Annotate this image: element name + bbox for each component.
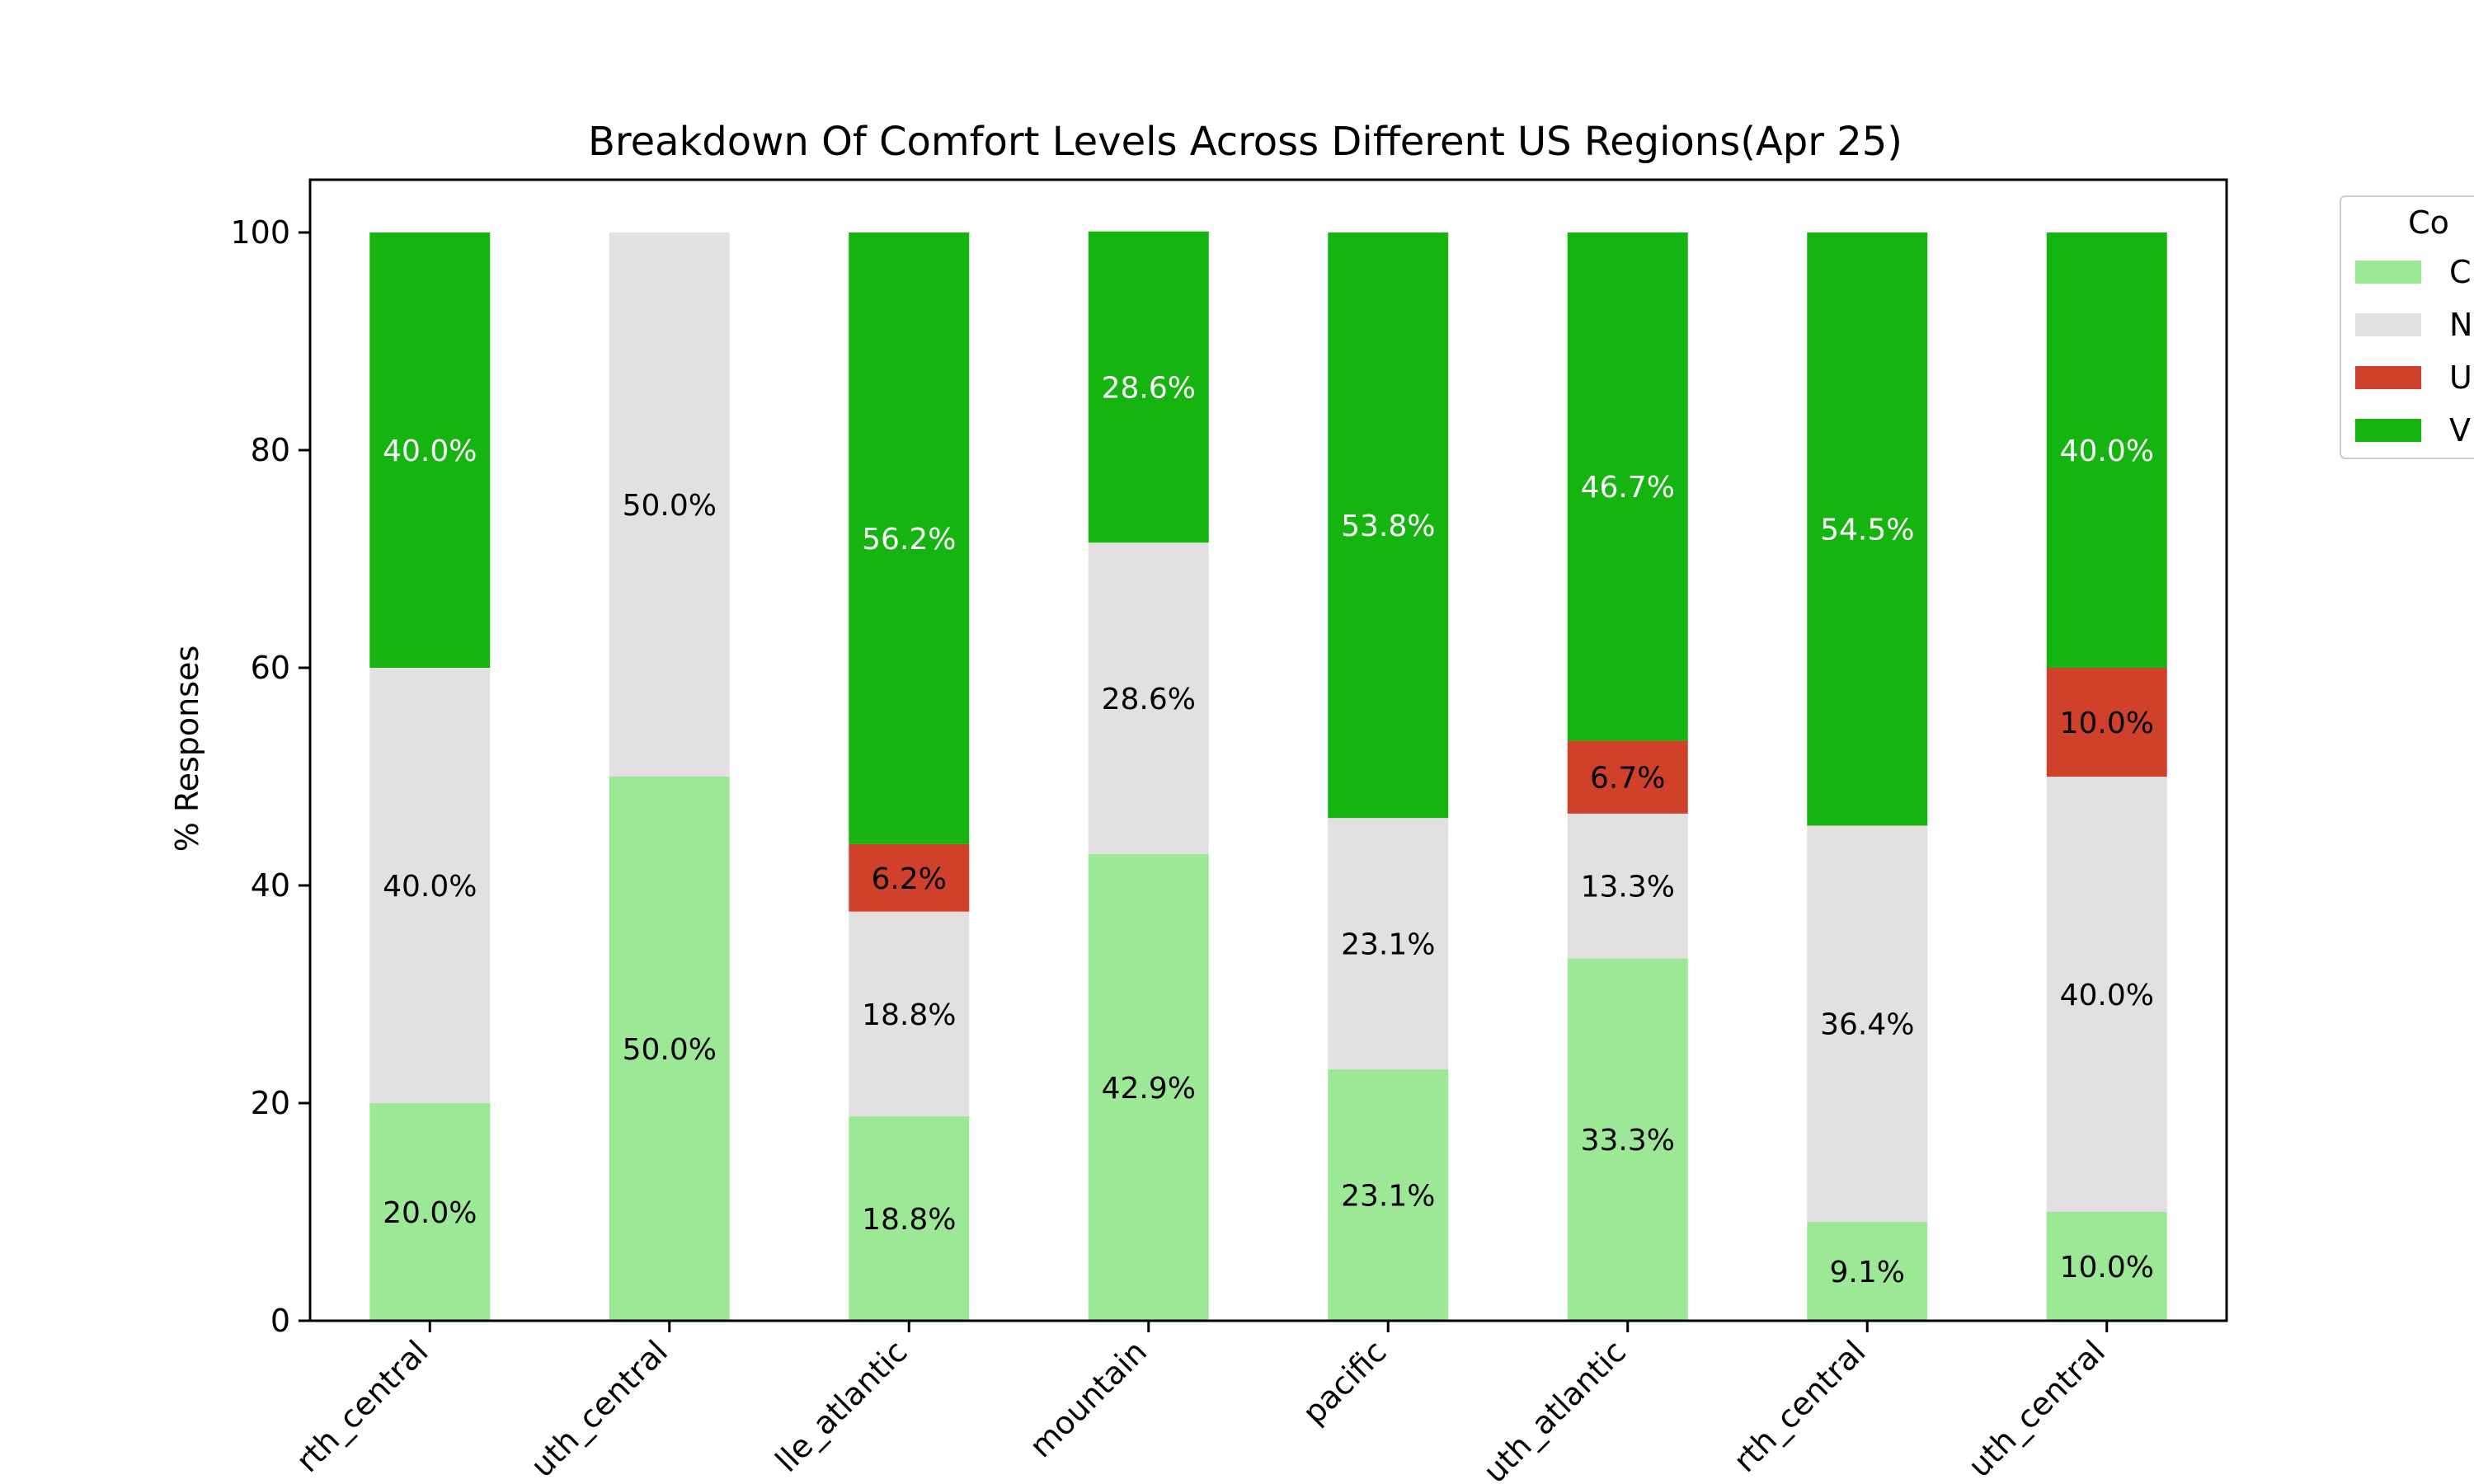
- bar-segment-label: 28.6%: [1102, 683, 1196, 716]
- x-tick-label: uth_central: [524, 1333, 675, 1484]
- y-tick-label: 0: [270, 1303, 290, 1339]
- x-tick-label: rth_central: [289, 1333, 435, 1479]
- bar-segment: [1088, 853, 1209, 1321]
- y-tick-label: 20: [251, 1085, 290, 1121]
- y-tick-label: 40: [251, 867, 290, 904]
- bar-segment: [609, 777, 730, 1321]
- x-tick-label: mountain: [1023, 1333, 1154, 1464]
- legend-entry: C: [2449, 254, 2472, 290]
- bar-segment: [1088, 542, 1209, 854]
- y-tick-label: 100: [230, 214, 290, 251]
- x-axis-ticks: rth_central uth_central lle_atlantic mounta…: [289, 1321, 2112, 1484]
- bars-layer: [369, 231, 2167, 1321]
- bar-segment: [2046, 777, 2167, 1212]
- bar-segment: [1567, 813, 1688, 959]
- bar-segment-label: 10.0%: [2060, 707, 2154, 740]
- bar-segment-label: 18.8%: [862, 998, 956, 1032]
- bar-segment: [1328, 232, 1449, 819]
- bar-segment-label: 40.0%: [2060, 434, 2154, 468]
- legend-swatch: [2355, 261, 2421, 284]
- bar-segment-label: 53.8%: [1341, 510, 1435, 543]
- bar-segment: [2046, 1212, 2167, 1321]
- bar-segment-label: 40.0%: [383, 434, 477, 468]
- legend-swatch: [2355, 313, 2421, 336]
- bar-segment: [849, 232, 970, 844]
- legend-entry: N: [2449, 307, 2472, 343]
- bar-segment-label: 56.2%: [862, 523, 956, 556]
- bar-segment: [1807, 1221, 1928, 1321]
- bar-segment: [1567, 958, 1688, 1321]
- x-tick-label: lle_atlantic: [769, 1333, 915, 1479]
- bar-segment-label: 40.0%: [2060, 979, 2154, 1012]
- bar-segment: [369, 1103, 491, 1321]
- bar-segment-label: 54.5%: [1820, 514, 1914, 547]
- bar-segment-label: 6.2%: [872, 862, 947, 896]
- bar-segment-label: 42.9%: [1102, 1072, 1196, 1106]
- bar-segment: [1807, 232, 1928, 826]
- bar-segment-label: 9.1%: [1830, 1256, 1905, 1289]
- legend-entry: V: [2449, 412, 2471, 448]
- bar-segment-label: 33.3%: [1581, 1124, 1675, 1158]
- bar-segment-label: 6.7%: [1590, 762, 1665, 796]
- bar-segment: [1088, 231, 1209, 543]
- bar-segment-label: 23.1%: [1341, 1180, 1435, 1214]
- bar-segment-label: 50.0%: [623, 489, 717, 523]
- x-tick-label: uth_atlantic: [1476, 1333, 1633, 1484]
- y-tick-label: 60: [251, 650, 290, 686]
- bar-segment-label: 46.7%: [1581, 471, 1675, 505]
- y-axis-label: % Responses: [169, 646, 205, 852]
- segment-labels-layer: 20.0% 40.0% 40.0% 50.0% 50.0% 18.8% 18.8% 6.2% 5…: [383, 371, 2154, 1289]
- legend-swatch: [2355, 419, 2421, 442]
- y-axis-ticks: 0 20 40 60 80 100: [230, 214, 310, 1339]
- x-tick-label: rth_central: [1727, 1333, 1873, 1479]
- y-tick-label: 80: [251, 432, 290, 468]
- legend-swatch: [2355, 366, 2421, 389]
- bar-segment-label: 10.0%: [2060, 1251, 2154, 1284]
- bar-segment-label: 40.0%: [383, 870, 477, 904]
- legend-title: Co: [2408, 204, 2449, 241]
- bar-segment-label: 36.4%: [1820, 1008, 1914, 1042]
- bar-segment-label: 28.6%: [1102, 371, 1196, 405]
- bar-segment: [849, 911, 970, 1116]
- bar-segment-label: 23.1%: [1341, 928, 1435, 962]
- legend-entry: U: [2449, 359, 2472, 396]
- bar-segment-label: 13.3%: [1581, 871, 1675, 904]
- chart-title: Breakdown Of Comfort Levels Across Diffe…: [588, 119, 1903, 165]
- bar-segment: [1807, 825, 1928, 1222]
- bar-segment: [369, 232, 491, 668]
- x-tick-label: pacific: [1296, 1333, 1394, 1431]
- x-tick-label: uth_central: [1961, 1333, 2112, 1484]
- bar-segment: [1328, 818, 1449, 1070]
- plot-frame: [308, 178, 2228, 1322]
- bar-segment: [609, 232, 730, 777]
- bar-segment: [1567, 232, 1688, 741]
- bar-segment: [849, 1115, 970, 1321]
- bar-segment: [1567, 740, 1688, 814]
- bar-segment: [369, 668, 491, 1103]
- bar-segment: [2046, 668, 2167, 777]
- bar-segment: [1328, 1069, 1449, 1321]
- bar-segment-label: 18.8%: [862, 1203, 956, 1237]
- bar-segment-label: 50.0%: [623, 1033, 717, 1067]
- bar-segment: [849, 843, 970, 912]
- bar-segment-label: 20.0%: [383, 1196, 477, 1230]
- bar-segment: [2046, 232, 2167, 668]
